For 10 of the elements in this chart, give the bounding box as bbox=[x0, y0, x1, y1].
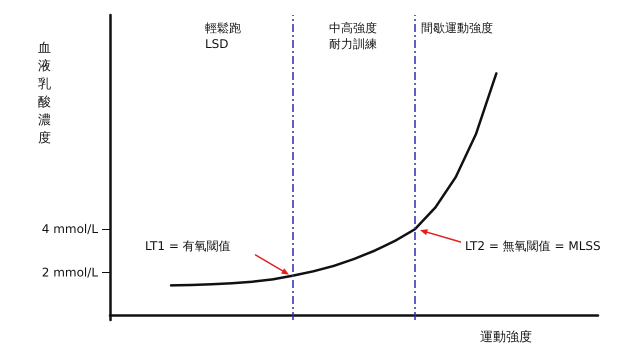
annotation: 輕鬆跑 LSD bbox=[205, 20, 241, 52]
y-tick-label: 4 mmol/L bbox=[42, 222, 98, 236]
annotation: LT2 = 無氧閾值 = MLSS bbox=[465, 238, 601, 254]
annotation: 中高強度耐力訓練 bbox=[329, 20, 378, 52]
annotation: LT1 = 有氧閾值 bbox=[145, 238, 231, 254]
y-tick-label: 2 mmol/L bbox=[42, 265, 98, 280]
line-series bbox=[170, 72, 498, 287]
y-axis-title: 血液乳酸濃度 bbox=[38, 40, 51, 148]
x-axis-title: 運動強度 bbox=[480, 330, 532, 346]
annotation: 間歇運動強度 bbox=[421, 20, 493, 36]
